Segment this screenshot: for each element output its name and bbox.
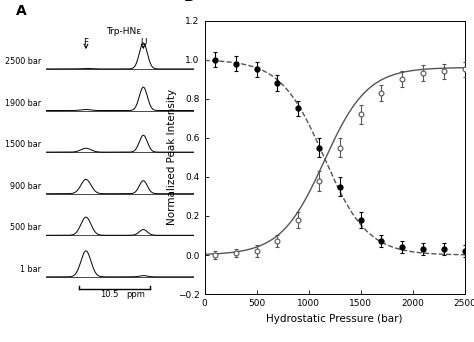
Text: 10.5: 10.5 [100,290,118,299]
Text: Trp-HNε: Trp-HNε [106,27,141,36]
Text: F: F [83,38,89,47]
Text: 1 bar: 1 bar [20,265,41,274]
Text: 2500 bar: 2500 bar [5,57,41,66]
X-axis label: Hydrostatic Pressure (bar): Hydrostatic Pressure (bar) [266,314,403,324]
Y-axis label: Normalized Peak Intensity: Normalized Peak Intensity [166,89,176,225]
Text: A: A [16,4,27,18]
Text: 500 bar: 500 bar [10,223,41,233]
Text: 900 bar: 900 bar [10,182,41,191]
Text: B: B [184,0,194,4]
Text: ppm: ppm [127,290,146,299]
Text: 1500 bar: 1500 bar [5,140,41,149]
Text: 1900 bar: 1900 bar [5,98,41,108]
Text: U: U [140,38,146,47]
